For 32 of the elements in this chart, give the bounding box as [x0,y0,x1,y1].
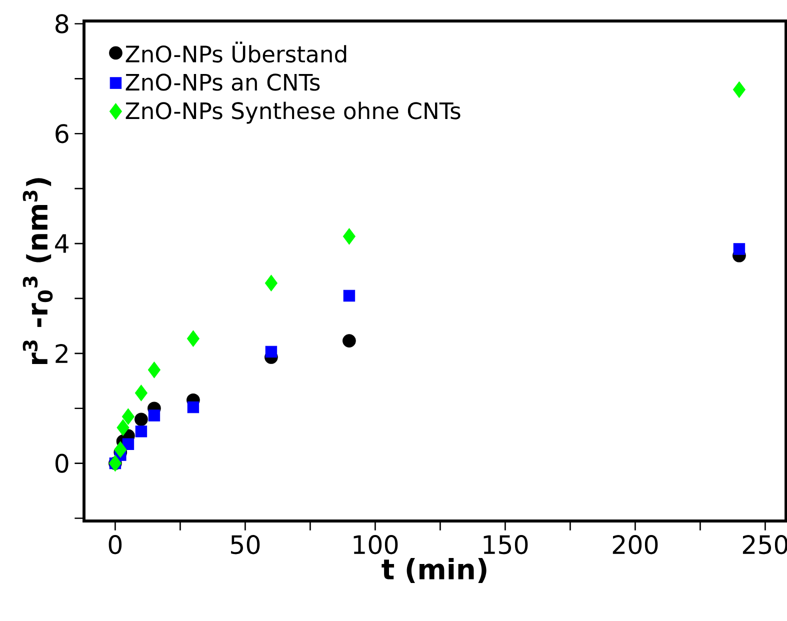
point [343,290,356,302]
y-tick-label: 0 [56,454,68,473]
y-tick-label: 4 [55,234,69,253]
x-axis-title: t (min) [382,558,486,583]
point [114,441,127,458]
point [148,410,160,422]
point [116,419,130,436]
point [732,81,746,98]
x-tick-label: 150 [484,535,528,554]
y-tick-label: 2 [56,344,68,363]
point [122,408,134,425]
legend-label: ZnO-NPs Überstand [126,42,346,63]
x-tick-label: 100 [354,535,398,554]
legend-label: ZnO-NPs an CNTs [126,74,320,91]
y-axis-title: r$^{3}$ -r$_{0}$$^{3}$ (nm$^{3}$) [22,178,53,364]
point [135,426,148,438]
point [186,330,200,347]
point [733,243,746,255]
point [342,228,356,245]
point [134,412,148,426]
point [264,274,278,292]
point [134,384,148,402]
y-tick-label: 6 [56,124,68,144]
legend-label: ZnO-NPs Synthese ohne CNTs [126,102,460,124]
point [342,334,356,348]
point [265,346,278,358]
point [187,401,200,414]
x-tick-label: 0 [108,535,122,554]
x-tick-label: 50 [231,535,260,554]
y-tick-label: 8 [56,14,68,34]
point [148,362,160,378]
x-tick-label: 200 [612,535,658,554]
